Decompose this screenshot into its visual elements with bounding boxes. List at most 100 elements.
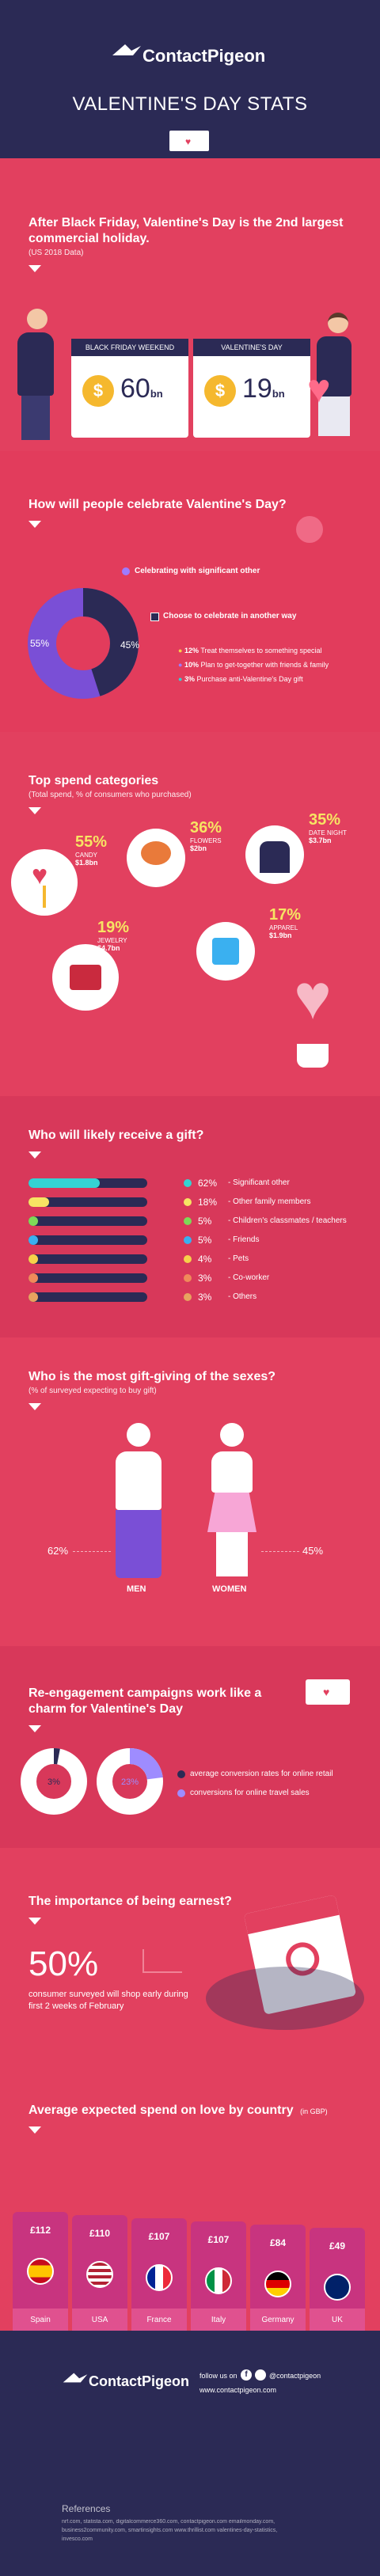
donut-retail-arc bbox=[21, 1748, 87, 1815]
category-pct: 17% bbox=[269, 906, 302, 924]
gift-pct: 5% bbox=[198, 1216, 212, 1227]
country-name: Germany bbox=[261, 2316, 294, 2324]
pigeon-logo-icon bbox=[63, 2373, 88, 2383]
legend-square-navy bbox=[150, 613, 159, 621]
legend-dot-navy bbox=[177, 1770, 185, 1778]
apparel-circle bbox=[196, 922, 255, 981]
gift-dot bbox=[184, 1255, 192, 1263]
country-row: £112 Spain £110 USA £107 France £107 Italy £84 Ge… bbox=[13, 2180, 367, 2331]
section-heading: How will people celebrate Valentine's Da… bbox=[28, 498, 287, 511]
unit-label: (in GBP) bbox=[300, 2107, 328, 2115]
facebook-icon[interactable]: f bbox=[241, 2369, 252, 2381]
card-label: BLACK FRIDAY WEEKEND bbox=[71, 339, 188, 356]
section-subheading: (US 2018 Data) bbox=[28, 248, 84, 257]
envelope-icon: ♥ bbox=[306, 1679, 350, 1705]
legend-retail: average conversion rates for online reta… bbox=[190, 1770, 333, 1778]
country-column: £110 USA bbox=[72, 2215, 127, 2331]
country-name: Italy bbox=[211, 2316, 226, 2324]
gender-section: Who is the most gift-giving of the sexes… bbox=[0, 1337, 380, 1646]
section-subheading: (% of surveyed expecting to buy gift) bbox=[28, 1387, 157, 1395]
section-subheading: (Total spend, % of consumers who purchas… bbox=[28, 791, 192, 799]
celebration-items: ● 12% Treat themselves to something spec… bbox=[178, 643, 329, 686]
gift-pct: 62% bbox=[198, 1178, 218, 1189]
page-title: VALENTINE'S DAY STATS bbox=[72, 93, 308, 115]
country-amount: £110 bbox=[89, 2228, 111, 2239]
valentines-card: VALENTINE'S DAY $ 19bn bbox=[193, 339, 310, 438]
country-column: £84 Germany bbox=[250, 2225, 306, 2331]
gift-bar-fill bbox=[28, 1178, 100, 1188]
gift-bar-fill bbox=[28, 1292, 38, 1302]
gift-label: - Children's classmates / teachers bbox=[228, 1216, 347, 1225]
section-heading: Who will likely receive a gift? bbox=[28, 1129, 204, 1142]
gift-bar-track bbox=[28, 1235, 147, 1245]
header-section: ContactPigeon VALENTINE'S DAY STATS ♥ bbox=[0, 0, 380, 158]
category-name: JEWELRY bbox=[97, 937, 127, 944]
country-column: £107 France bbox=[131, 2218, 187, 2331]
gift-bar-fill bbox=[28, 1216, 38, 1226]
section-heading: Who is the most gift-giving of the sexes… bbox=[28, 1370, 276, 1383]
social-handle[interactable]: @contactpigeon bbox=[269, 2372, 321, 2380]
coin-icon: $ bbox=[204, 375, 236, 407]
country-name-bar bbox=[191, 2309, 246, 2331]
website-link[interactable]: www.contactpigeon.com bbox=[200, 2386, 277, 2394]
date-night-circle bbox=[245, 825, 304, 884]
donut-travel-arc bbox=[97, 1748, 163, 1815]
section-heading: Re-engagement campaigns work like a char… bbox=[28, 1686, 262, 1716]
gift-bar-fill bbox=[28, 1197, 49, 1207]
list-item: ● 12% Treat themselves to something spec… bbox=[178, 647, 322, 654]
chart-arrow-icon bbox=[142, 1949, 182, 1973]
card-unit: bn bbox=[272, 388, 285, 400]
country-flag-icon bbox=[264, 2271, 291, 2297]
country-name: France bbox=[146, 2316, 172, 2324]
big-stat: 50% bbox=[28, 1944, 99, 1983]
country-column: £107 Italy bbox=[191, 2221, 246, 2331]
country-amount: £112 bbox=[29, 2225, 51, 2236]
footer-brand: ContactPigeon bbox=[89, 2373, 190, 2389]
gift-row: 3% - Co-worker bbox=[28, 1270, 361, 1286]
retail-donut-chart: 3% bbox=[21, 1748, 87, 1815]
list-item: ● 3% Purchase anti-Valentine's Day gift bbox=[178, 675, 303, 683]
country-amount: £84 bbox=[269, 2237, 287, 2248]
country-flag-icon bbox=[324, 2274, 351, 2301]
gift-pct: 4% bbox=[198, 1254, 212, 1265]
gift-dot bbox=[184, 1179, 192, 1187]
gift-label: - Pets bbox=[228, 1254, 249, 1263]
country-amount: £49 bbox=[329, 2240, 346, 2252]
top-spend-section: Top spend categories (Total spend, % of … bbox=[0, 732, 380, 1096]
country-column: £49 UK bbox=[310, 2228, 365, 2331]
triangle-marker-icon bbox=[28, 1918, 41, 1925]
woman-icon bbox=[207, 1423, 256, 1581]
envelope-icon: ♥ bbox=[169, 131, 209, 151]
pct-right-label: 45% bbox=[120, 639, 140, 651]
category-pct: 55% bbox=[75, 833, 108, 851]
triangle-marker-icon bbox=[28, 1725, 41, 1732]
commercial-holiday-section: After Black Friday, Valentine's Day is t… bbox=[0, 158, 380, 451]
earnest-section: The importance of being earnest? 50% con… bbox=[0, 1848, 380, 2062]
triangle-marker-icon bbox=[28, 807, 41, 814]
gift-bar-fill bbox=[28, 1235, 38, 1245]
category-apparel: 17% APPAREL $1.9bn bbox=[269, 906, 301, 939]
gift-row: 62% - Significant other bbox=[28, 1175, 361, 1191]
category-amount: $4.7bn bbox=[97, 944, 120, 952]
follow-label: follow us on bbox=[200, 2372, 238, 2380]
country-name: Spain bbox=[30, 2316, 51, 2324]
brand-name: ContactPigeon bbox=[142, 46, 266, 66]
twitter-icon[interactable] bbox=[255, 2369, 266, 2381]
category-name: DATE NIGHT bbox=[309, 829, 347, 837]
gift-bar-track bbox=[28, 1292, 147, 1302]
donut-other-arc bbox=[28, 588, 139, 699]
card-value: 60 bbox=[120, 374, 150, 404]
gift-bar-track bbox=[28, 1254, 147, 1264]
category-pct: 35% bbox=[309, 811, 341, 829]
gift-bar-track bbox=[28, 1273, 147, 1283]
legend-dot-purple bbox=[122, 567, 130, 575]
man-icon bbox=[116, 1423, 162, 1581]
country-amount: £107 bbox=[207, 2234, 230, 2245]
calendar-shadow bbox=[206, 1967, 364, 2030]
country-name-bar bbox=[131, 2309, 187, 2331]
gift-bar-fill bbox=[28, 1254, 38, 1264]
shirt-icon bbox=[212, 938, 239, 965]
footer-section: ContactPigeon follow us on f @contactpig… bbox=[0, 2331, 380, 2576]
gift-row: 18% - Other family members bbox=[28, 1194, 361, 1210]
gift-pct: 5% bbox=[198, 1235, 212, 1246]
